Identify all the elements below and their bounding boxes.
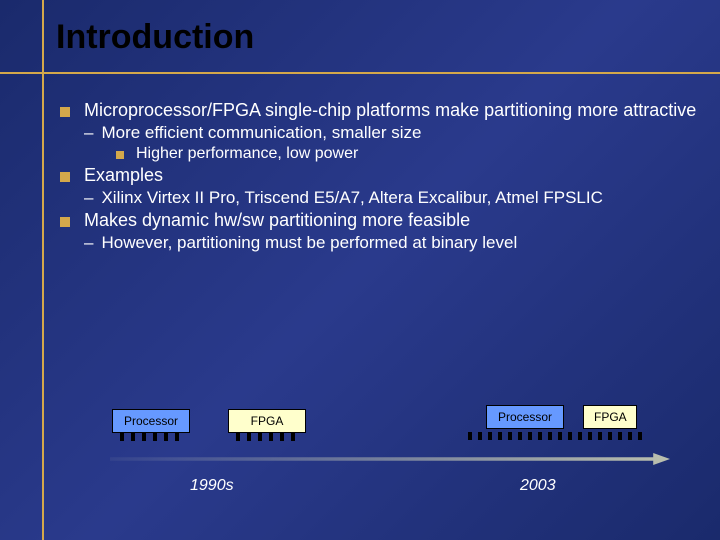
bullet-text: Higher performance, low power [136, 145, 358, 163]
bullet-text: Xilinx Virtex II Pro, Triscend E5/A7, Al… [101, 188, 602, 208]
bullet-text: Examples [84, 165, 163, 186]
dash-bullet-icon: – [84, 188, 93, 208]
square-bullet-icon [60, 172, 70, 182]
fpga-chip-left: FPGA [228, 409, 306, 433]
bullet-lvl1: Microprocessor/FPGA single-chip platform… [60, 100, 700, 121]
chip-pins [468, 432, 656, 440]
era-label-right: 2003 [520, 477, 556, 495]
bullet-lvl2: – Xilinx Virtex II Pro, Triscend E5/A7, … [84, 188, 700, 208]
chip-row: Processor FPGA Processor FPGA [60, 405, 680, 460]
vertical-rule [42, 0, 44, 540]
square-bullet-icon [60, 217, 70, 227]
square-bullet-icon [116, 151, 124, 159]
bullet-lvl1: Makes dynamic hw/sw partitioning more fe… [60, 210, 700, 231]
slide-title: Introduction [56, 18, 254, 57]
processor-chip-right: Processor [486, 405, 564, 429]
chip-pins [120, 433, 179, 441]
bullet-text: However, partitioning must be performed … [101, 233, 517, 253]
bullet-lvl2: – However, partitioning must be performe… [84, 233, 700, 253]
fpga-chip-right: FPGA [583, 405, 637, 429]
dash-bullet-icon: – [84, 123, 93, 143]
bullet-lvl2: – More efficient communication, smaller … [84, 123, 700, 143]
era-label-left: 1990s [190, 477, 234, 495]
square-bullet-icon [60, 107, 70, 117]
timeline-diagram: Processor FPGA Processor FPGA 1990s 2003 [60, 405, 680, 525]
dash-bullet-icon: – [84, 233, 93, 253]
horizontal-rule [0, 72, 720, 74]
bullet-lvl3: Higher performance, low power [116, 145, 700, 163]
processor-chip-left: Processor [112, 409, 190, 433]
bullet-lvl1: Examples [60, 165, 700, 186]
slide-body: Microprocessor/FPGA single-chip platform… [60, 100, 700, 255]
chip-pins [236, 433, 295, 441]
bullet-text: Makes dynamic hw/sw partitioning more fe… [84, 210, 470, 231]
bullet-text: More efficient communication, smaller si… [101, 123, 421, 143]
bullet-text: Microprocessor/FPGA single-chip platform… [84, 100, 696, 121]
